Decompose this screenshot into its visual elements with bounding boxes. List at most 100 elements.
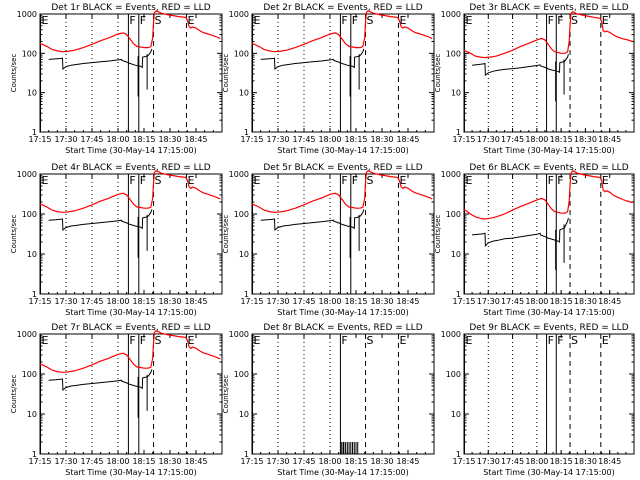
- x-tick-label: 17:30: [266, 135, 289, 144]
- chart-panel-7: Det 7r BLACK = Events, RED = LLD 1 10 100 10…: [10, 323, 223, 477]
- y-tick-label: 1000: [229, 10, 249, 19]
- x-tick-label: 18:30: [574, 457, 597, 466]
- plot-frame: [39, 13, 223, 133]
- x-tick-label: 17:45: [292, 135, 315, 144]
- event-marker-label: E: [254, 334, 261, 347]
- y-tick-label: 1: [244, 128, 249, 137]
- event-marker-label: S: [155, 14, 162, 27]
- x-tick-label: 17:15: [240, 457, 263, 466]
- lld-series-line: [463, 10, 633, 59]
- x-tick-label: 18:00: [106, 135, 129, 144]
- x-tick-label: 17:15: [452, 297, 475, 306]
- y-tick-label: 1000: [441, 330, 461, 339]
- event-marker-label: E: [602, 174, 609, 187]
- x-tick-label: 18:15: [132, 457, 155, 466]
- x-tick-label: 18:30: [370, 135, 393, 144]
- x-tick-label: 17:15: [240, 135, 263, 144]
- event-marker-label: S: [155, 174, 162, 187]
- y-tick-label: 1000: [17, 170, 37, 179]
- chart-panel-8: Det 8r BLACK = Events, RED = LLD 1 10 100 10…: [222, 323, 435, 477]
- plot-frame: [251, 173, 435, 295]
- y-axis-label: Counts/sec: [222, 375, 230, 414]
- x-tick-label: 18:45: [396, 457, 419, 466]
- x-tick-label: 17:30: [477, 457, 500, 466]
- event-marker-label: F: [129, 14, 135, 27]
- x-tick-label: 17:30: [266, 457, 289, 466]
- x-tick-label: 18:15: [132, 297, 155, 306]
- y-axis-label: Counts/sec: [222, 54, 230, 93]
- event-marker-label: F: [129, 174, 135, 187]
- panel-title: Det 8r BLACK = Events, RED = LLD: [263, 323, 422, 333]
- y-tick-label: 1: [456, 128, 461, 137]
- event-marker-label: E: [465, 14, 472, 27]
- x-tick-label: 18:45: [184, 297, 207, 306]
- y-tick-label: 100: [22, 210, 37, 219]
- event-marker-label: F: [557, 174, 563, 187]
- y-tick-label: 10: [451, 250, 461, 259]
- event-marker-label: E: [42, 14, 49, 27]
- event-marker-label: F: [557, 14, 563, 27]
- x-axis-label: Start Time (30-May-14 17:15:00): [65, 468, 196, 477]
- y-tick-label: 100: [234, 210, 249, 219]
- x-tick-label: 17:15: [28, 135, 51, 144]
- x-tick-label: 17:15: [240, 297, 263, 306]
- y-tick-label: 1: [32, 128, 37, 137]
- x-tick-label: 18:15: [550, 135, 573, 144]
- event-marker-label: E: [399, 174, 406, 187]
- event-marker-label: E: [465, 174, 472, 187]
- lld-series-line: [251, 170, 433, 213]
- panel-title: Det 6r BLACK = Events, RED = LLD: [469, 163, 628, 173]
- event-marker-label: F: [140, 334, 146, 347]
- y-tick-label: 1000: [441, 10, 461, 19]
- x-tick-label: 17:30: [477, 297, 500, 306]
- x-tick-label: 17:30: [477, 135, 500, 144]
- chart-panel-1: Det 1r BLACK = Events, RED = LLD 1 10 100 10…: [10, 3, 223, 155]
- x-tick-label: 18:15: [344, 457, 367, 466]
- y-tick-label: 10: [451, 89, 461, 98]
- x-tick-label: 17:45: [501, 297, 524, 306]
- panel-title: Det 7r BLACK = Events, RED = LLD: [51, 323, 210, 333]
- event-marker-label: F: [341, 14, 347, 27]
- x-tick-label: 18:45: [396, 297, 419, 306]
- y-tick-label: 1000: [17, 10, 37, 19]
- chart-panel-9: Det 9r BLACK = Events, RED = LLD 1 10 100 10…: [441, 323, 635, 477]
- y-tick-label: 10: [239, 250, 249, 259]
- x-tick-label: 17:30: [54, 135, 77, 144]
- x-tick-label: 18:00: [318, 135, 341, 144]
- x-axis-label: Start Time (30-May-14 17:15:00): [277, 146, 408, 155]
- x-axis-label: Start Time (30-May-14 17:15:00): [65, 146, 196, 155]
- x-tick-label: 18:00: [525, 135, 548, 144]
- y-tick-label: 1000: [17, 330, 37, 339]
- y-tick-label: 1: [456, 450, 461, 459]
- y-axis-label: Counts/sec: [434, 215, 442, 254]
- x-tick-label: 18:45: [598, 297, 621, 306]
- x-axis-label: Start Time (30-May-14 17:15:00): [483, 146, 614, 155]
- x-tick-label: 18:30: [158, 457, 181, 466]
- x-tick-label: 18:45: [598, 457, 621, 466]
- y-tick-label: 10: [451, 410, 461, 419]
- y-tick-label: 10: [239, 89, 249, 98]
- events-series-line: [48, 48, 153, 70]
- event-marker-label: F: [352, 174, 358, 187]
- y-tick-label: 1: [32, 450, 37, 459]
- x-tick-label: 17:15: [452, 135, 475, 144]
- y-tick-label: 10: [27, 250, 37, 259]
- x-axis-label: Start Time (30-May-14 17:15:00): [277, 308, 408, 317]
- event-marker-label: E: [42, 334, 49, 347]
- event-marker-label: E: [187, 334, 194, 347]
- lld-series-line: [39, 170, 221, 213]
- x-tick-label: 17:45: [501, 135, 524, 144]
- x-tick-label: 17:30: [54, 457, 77, 466]
- x-tick-label: 17:45: [80, 297, 103, 306]
- lld-series-line: [39, 10, 221, 53]
- event-marker-label: F: [129, 334, 135, 347]
- x-tick-label: 17:15: [28, 297, 51, 306]
- y-tick-label: 100: [22, 49, 37, 58]
- x-tick-label: 18:30: [158, 297, 181, 306]
- y-axis-label: Counts/sec: [10, 54, 18, 93]
- event-marker-label: S: [571, 14, 578, 27]
- x-tick-label: 18:30: [574, 297, 597, 306]
- x-axis-label: Start Time (30-May-14 17:15:00): [483, 308, 614, 317]
- y-tick-label: 10: [27, 410, 37, 419]
